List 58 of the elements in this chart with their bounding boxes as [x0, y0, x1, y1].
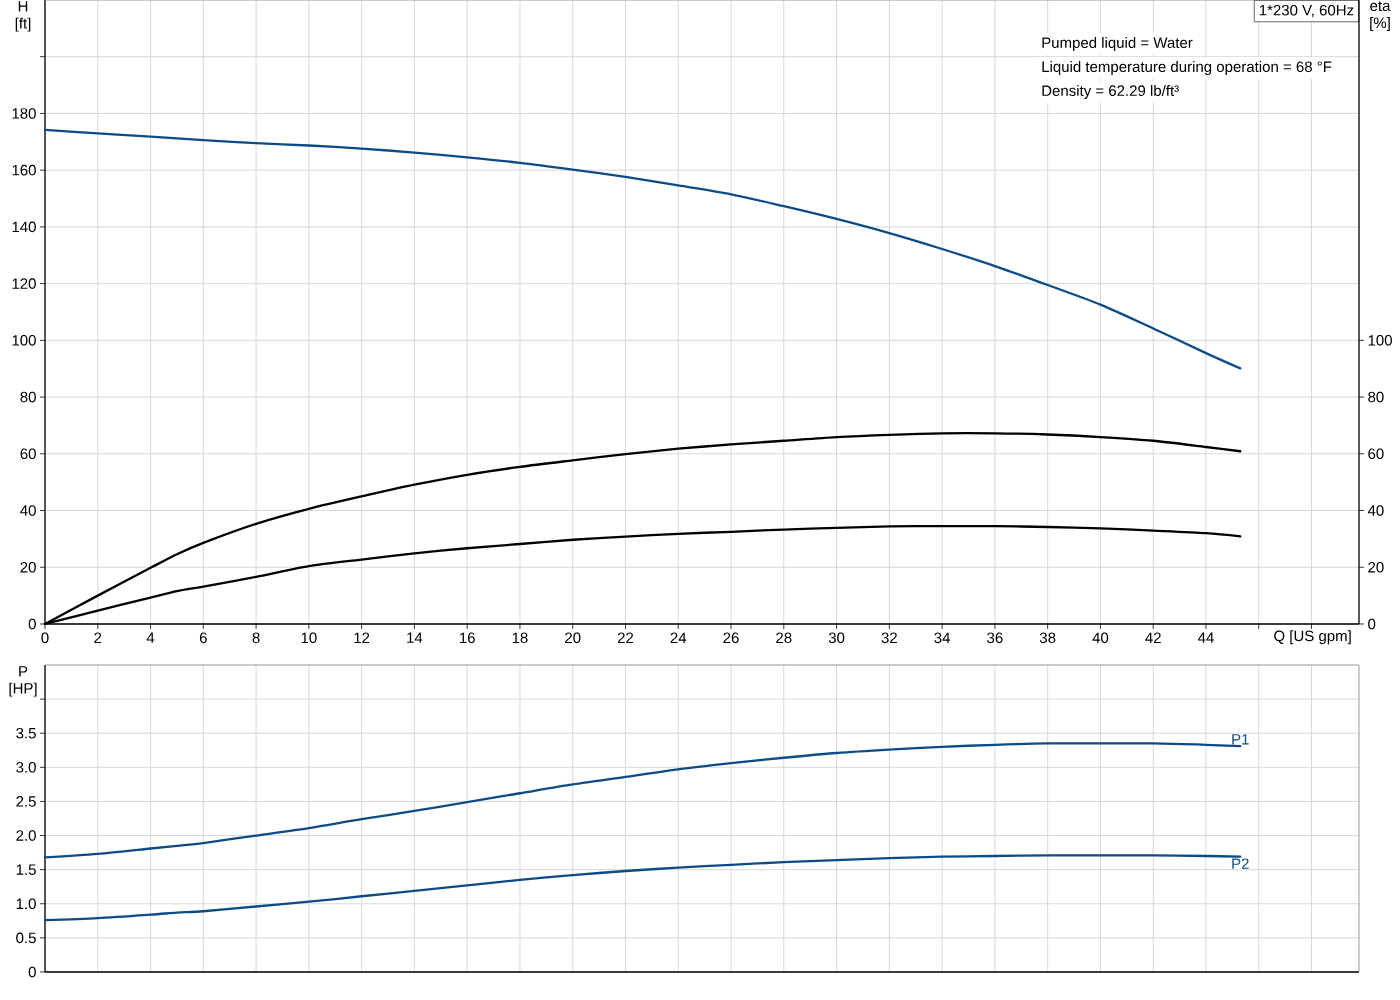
x-tick-label: 14: [407, 632, 423, 643]
x-tick-label: 10: [301, 632, 317, 644]
y-tick-label: 1.5: [16, 864, 36, 875]
x-tick-label: 16: [459, 632, 475, 644]
y-tick-label: 3.0: [16, 762, 36, 773]
annotation: Liquid temperature during operation = 68 °F: [1042, 61, 1332, 75]
y2-tick-label: 80: [1368, 391, 1384, 403]
y-tick-label: 0: [28, 966, 36, 978]
x-axis-title: Q [US gpm]: [1274, 630, 1351, 645]
x-tick-label: 18: [512, 632, 528, 644]
y2-axis-title: eta [%]: [1370, 1, 1391, 31]
y2-tick-label: 0: [1368, 618, 1376, 630]
annotation: Pumped liquid = Water: [1042, 36, 1193, 51]
y-tick-label: 0: [28, 618, 36, 630]
line-series: [43, 128, 1242, 370]
y-tick-label: 1.0: [16, 898, 36, 910]
y-tick-label: 0.5: [16, 932, 36, 944]
x-tick-label: 28: [776, 632, 792, 644]
x-tick-label: 2: [94, 632, 102, 643]
y-tick-label: 100: [12, 335, 36, 346]
x-tick-label: 42: [1145, 632, 1161, 643]
series-label: P2: [1232, 858, 1249, 869]
y-tick-label: 160: [12, 164, 36, 176]
x-tick-label: 6: [199, 632, 207, 644]
y2-tick-label: 100: [1368, 335, 1392, 346]
x-tick-label: 12: [354, 632, 370, 643]
y-tick-label: 180: [12, 108, 36, 119]
y-tick-label: 120: [12, 278, 36, 289]
x-tick-label: 32: [881, 632, 897, 644]
x-tick-label: 40: [1092, 632, 1109, 644]
y-axis-title: P [HP]: [9, 666, 37, 697]
x-tick-label: 22: [617, 632, 634, 643]
x-tick-label: 34: [934, 632, 951, 644]
y-tick-label: 140: [12, 221, 36, 233]
y-tick-label: 60: [20, 448, 36, 460]
y-tick-label: 40: [20, 505, 36, 516]
x-tick-label: 4: [146, 632, 155, 643]
y2-tick-label: 40: [1367, 505, 1384, 516]
x-tick-label: 38: [1039, 632, 1056, 644]
y2-tick-label: 20: [1368, 561, 1384, 573]
x-tick-label: 44: [1197, 632, 1214, 643]
x-tick-label: 36: [987, 632, 1003, 644]
y2-tick-label: 60: [1368, 448, 1384, 460]
x-tick-label: 24: [670, 632, 687, 643]
x-tick-label: 26: [723, 632, 739, 644]
x-tick-label: 0: [41, 632, 49, 644]
x-tick-label: 30: [828, 632, 845, 644]
y-tick-label: 80: [20, 391, 36, 403]
annotation: Density = 62.29 lb/ft³: [1042, 84, 1179, 99]
x-tick-label: 20: [565, 632, 581, 644]
series-label: P1: [1232, 734, 1249, 745]
y-tick-label: 20: [20, 561, 36, 573]
y-tick-label: 2.5: [16, 796, 36, 807]
y-tick-label: 3.5: [16, 727, 36, 739]
x-tick-label: 8: [252, 632, 260, 644]
chart-title: 1*230 V, 60Hz: [1259, 4, 1354, 18]
y-tick-label: 2.0: [16, 830, 36, 841]
y-axis-title: H [ft]: [15, 1, 31, 32]
